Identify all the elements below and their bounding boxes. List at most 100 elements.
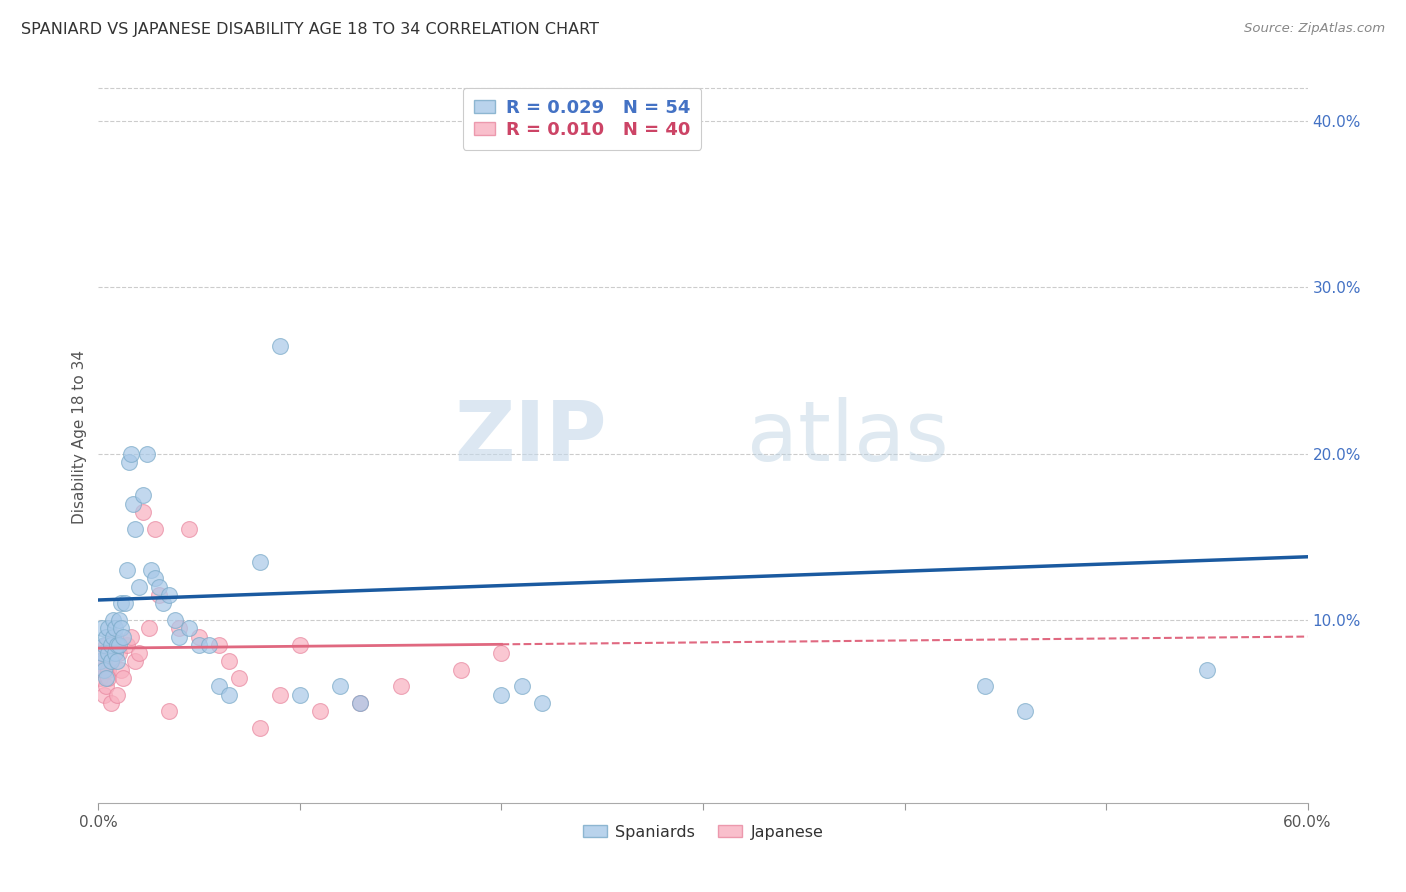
Point xyxy=(510,680,533,694)
Point xyxy=(269,688,291,702)
Point xyxy=(115,563,138,577)
Point xyxy=(249,721,271,735)
Point xyxy=(179,521,201,535)
Point xyxy=(93,638,115,652)
Point xyxy=(97,663,120,677)
Point xyxy=(208,638,231,652)
Point xyxy=(103,646,125,660)
Point xyxy=(89,655,111,669)
Point xyxy=(105,688,128,702)
Point xyxy=(107,638,129,652)
Point xyxy=(96,638,118,652)
Point xyxy=(115,638,138,652)
Point xyxy=(450,663,472,677)
Point xyxy=(139,563,162,577)
Point xyxy=(152,596,174,610)
Text: SPANIARD VS JAPANESE DISABILITY AGE 18 TO 34 CORRELATION CHART: SPANIARD VS JAPANESE DISABILITY AGE 18 T… xyxy=(21,22,599,37)
Point xyxy=(100,655,122,669)
Point xyxy=(103,630,125,644)
Point xyxy=(1014,705,1036,719)
Point xyxy=(93,688,115,702)
Legend: Spaniards, Japanese: Spaniards, Japanese xyxy=(576,818,830,846)
Point xyxy=(110,596,132,610)
Point xyxy=(105,638,128,652)
Point xyxy=(93,655,115,669)
Point xyxy=(96,671,118,685)
Point xyxy=(91,646,114,660)
Point xyxy=(974,680,997,694)
Point xyxy=(89,671,111,685)
Point xyxy=(110,621,132,635)
Point xyxy=(91,663,114,677)
Point xyxy=(288,688,311,702)
Point xyxy=(132,505,155,519)
Point xyxy=(349,696,371,710)
Point xyxy=(218,688,240,702)
Point xyxy=(103,621,125,635)
Point xyxy=(491,688,513,702)
Point xyxy=(100,655,122,669)
Point xyxy=(249,555,271,569)
Point xyxy=(101,646,124,660)
Point xyxy=(491,646,513,660)
Point xyxy=(107,646,129,660)
Text: ZIP: ZIP xyxy=(454,397,606,477)
Point xyxy=(100,638,122,652)
Point xyxy=(167,621,190,635)
Point xyxy=(143,521,166,535)
Point xyxy=(97,646,120,660)
Point xyxy=(100,696,122,710)
Point xyxy=(120,630,142,644)
Text: Source: ZipAtlas.com: Source: ZipAtlas.com xyxy=(1244,22,1385,36)
Point xyxy=(188,638,211,652)
Point xyxy=(101,630,124,644)
Point xyxy=(167,630,190,644)
Point xyxy=(157,705,180,719)
Point xyxy=(329,680,352,694)
Point xyxy=(179,621,201,635)
Y-axis label: Disability Age 18 to 34: Disability Age 18 to 34 xyxy=(72,350,87,524)
Point xyxy=(138,621,160,635)
Point xyxy=(91,621,114,635)
Point xyxy=(114,596,136,610)
Point xyxy=(148,580,170,594)
Point xyxy=(124,655,146,669)
Point xyxy=(1195,663,1218,677)
Point xyxy=(120,447,142,461)
Point xyxy=(218,655,240,669)
Point xyxy=(269,338,291,352)
Point xyxy=(143,571,166,585)
Point xyxy=(97,621,120,635)
Point xyxy=(288,638,311,652)
Point xyxy=(530,696,553,710)
Point xyxy=(148,588,170,602)
Point xyxy=(309,705,332,719)
Point xyxy=(111,630,134,644)
Point xyxy=(132,488,155,502)
Point xyxy=(97,671,120,685)
Point xyxy=(96,680,118,694)
Point xyxy=(128,646,150,660)
Point xyxy=(101,613,124,627)
Point xyxy=(188,630,211,644)
Point xyxy=(163,613,186,627)
Point xyxy=(135,447,157,461)
Point xyxy=(157,588,180,602)
Point xyxy=(118,455,141,469)
Point xyxy=(121,497,143,511)
Point xyxy=(96,630,118,644)
Point xyxy=(105,655,128,669)
Point xyxy=(208,680,231,694)
Point xyxy=(128,580,150,594)
Point xyxy=(91,646,114,660)
Point xyxy=(389,680,412,694)
Point xyxy=(198,638,221,652)
Point xyxy=(111,671,134,685)
Point xyxy=(107,613,129,627)
Point xyxy=(93,663,115,677)
Text: atlas: atlas xyxy=(747,397,949,477)
Point xyxy=(124,521,146,535)
Point xyxy=(110,663,132,677)
Point xyxy=(349,696,371,710)
Point xyxy=(228,671,250,685)
